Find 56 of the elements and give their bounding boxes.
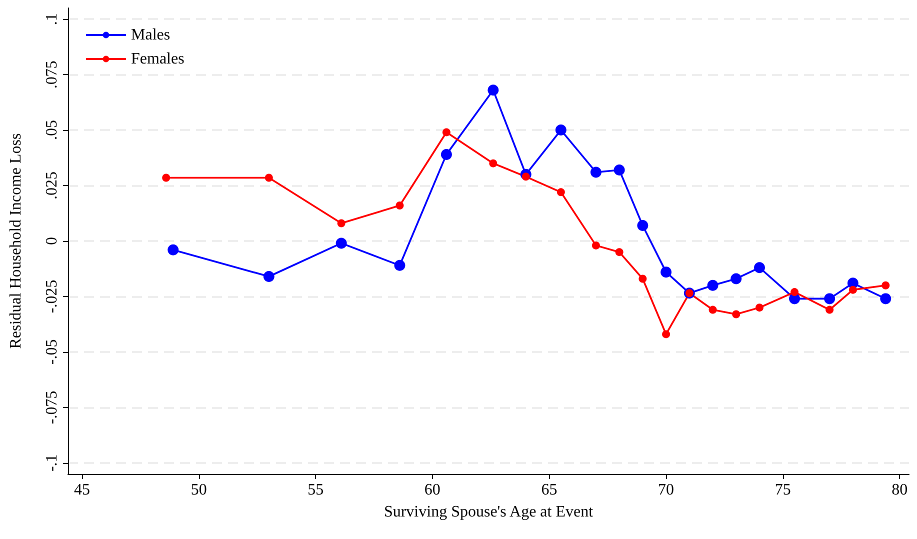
point bbox=[730, 273, 742, 284]
point bbox=[522, 172, 530, 181]
point bbox=[336, 238, 347, 249]
y-tick-label: -.1 bbox=[44, 454, 60, 472]
y-tick-label: .025 bbox=[44, 172, 60, 200]
point bbox=[882, 281, 890, 290]
point bbox=[615, 248, 624, 256]
point bbox=[614, 164, 625, 176]
y-tick-label: -.025 bbox=[44, 280, 60, 314]
y-tick-label: 0 bbox=[44, 237, 60, 245]
point bbox=[396, 201, 404, 210]
point bbox=[440, 148, 452, 160]
point bbox=[162, 174, 170, 182]
point bbox=[442, 128, 450, 136]
x-tick-label: 65 bbox=[541, 482, 558, 498]
y-tick-label: .075 bbox=[44, 60, 60, 89]
point bbox=[488, 84, 499, 96]
point bbox=[826, 306, 834, 314]
point bbox=[662, 330, 670, 338]
x-tick-label: 75 bbox=[774, 482, 791, 498]
legend-label: Males bbox=[131, 26, 170, 44]
x-tick-label: 50 bbox=[190, 482, 207, 498]
x-tick-label: 60 bbox=[424, 482, 440, 498]
y-tick-label: -.05 bbox=[44, 339, 60, 365]
point bbox=[638, 274, 647, 283]
point bbox=[660, 266, 672, 278]
point bbox=[592, 241, 600, 250]
point bbox=[168, 244, 179, 256]
point bbox=[394, 260, 406, 271]
point bbox=[755, 304, 764, 312]
point bbox=[707, 280, 718, 291]
point bbox=[337, 219, 346, 228]
point bbox=[708, 306, 717, 314]
x-axis-title: Surviving Spouse's Age at Event bbox=[384, 504, 594, 520]
x-tick-label: 45 bbox=[74, 482, 90, 498]
point bbox=[263, 271, 274, 282]
x-tick-label: 70 bbox=[658, 482, 674, 498]
y-tick-label: .05 bbox=[44, 120, 60, 140]
point bbox=[824, 293, 836, 304]
point bbox=[754, 262, 765, 274]
point bbox=[880, 293, 892, 304]
point bbox=[264, 174, 273, 182]
point bbox=[637, 220, 648, 231]
y-axis-title: Residual Household Income Loss bbox=[8, 133, 24, 349]
y-tick-label: .1 bbox=[44, 13, 60, 26]
legend-label: Females bbox=[131, 50, 184, 68]
x-tick-label: 55 bbox=[308, 482, 324, 498]
point bbox=[556, 188, 565, 196]
point bbox=[848, 286, 857, 294]
point bbox=[590, 166, 602, 178]
point bbox=[555, 124, 566, 136]
point bbox=[489, 159, 498, 168]
x-tick-label: 80 bbox=[892, 482, 908, 498]
y-tick-label: -.075 bbox=[44, 390, 60, 424]
point bbox=[732, 310, 740, 318]
point bbox=[790, 288, 799, 296]
